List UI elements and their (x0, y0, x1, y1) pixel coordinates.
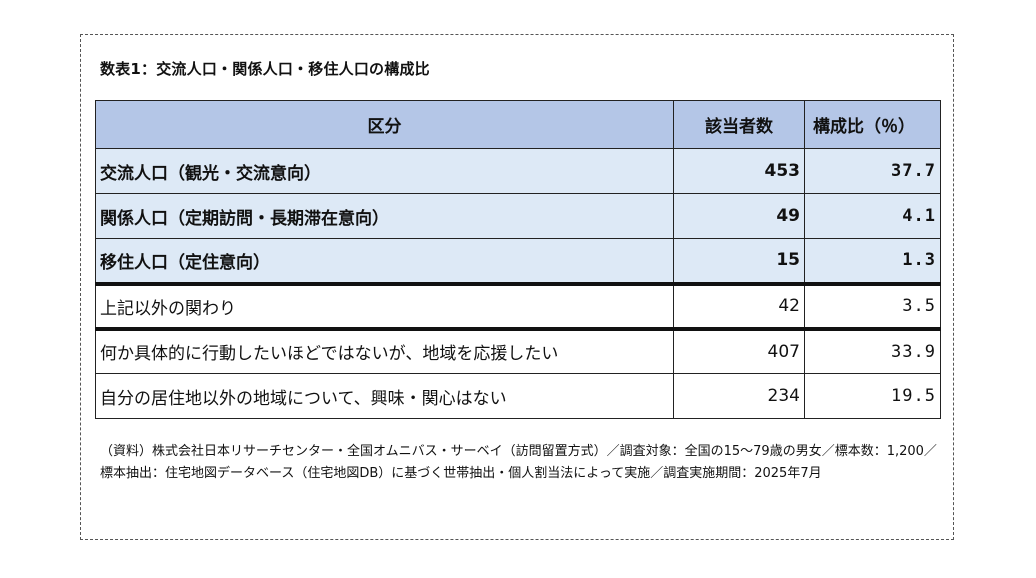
row-category: 移住人口（定住意向） (95, 238, 674, 284)
row-category: 何か具体的に行動したいほどではないが、地域を応援したい (95, 326, 674, 374)
row-ratio: 4.1 (804, 193, 941, 239)
row-count: 42 (673, 281, 805, 329)
data-table: 区分 該当者数 構成比（％） 交流人口（観光・交流意向） 453 37.7 関係… (95, 100, 941, 419)
row-category: 関係人口（定期訪問・長期滞在意向） (95, 193, 674, 239)
row-category: 交流人口（観光・交流意向） (95, 148, 674, 194)
row-ratio: 1.3 (804, 238, 941, 284)
table-row: 交流人口（観光・交流意向） 453 37.7 (95, 148, 941, 194)
table-row: 関係人口（定期訪問・長期滞在意向） 49 4.1 (95, 193, 941, 239)
row-ratio: 3.5 (804, 281, 941, 329)
row-count: 407 (673, 326, 805, 374)
header-count: 該当者数 (673, 100, 805, 149)
row-ratio: 33.9 (804, 326, 941, 374)
row-count: 234 (673, 373, 805, 419)
row-category: 自分の居住地以外の地域について、興味・関心はない (95, 373, 674, 419)
row-ratio: 37.7 (804, 148, 941, 194)
table-row: 何か具体的に行動したいほどではないが、地域を応援したい 407 33.9 (95, 326, 941, 374)
row-count: 453 (673, 148, 805, 194)
table-title: 数表1：交流人口・関係人口・移住人口の構成比 (100, 60, 430, 78)
table-row: 自分の居住地以外の地域について、興味・関心はない 234 19.5 (95, 373, 941, 419)
header-row: 区分 該当者数 構成比（％） (95, 100, 941, 149)
table-row: 移住人口（定住意向） 15 1.3 (95, 238, 941, 284)
row-category: 上記以外の関わり (95, 281, 674, 329)
header-ratio: 構成比（％） (804, 100, 941, 149)
row-ratio: 19.5 (804, 373, 941, 419)
table-row: 上記以外の関わり 42 3.5 (95, 281, 941, 329)
figure-frame (80, 34, 954, 540)
row-count: 15 (673, 238, 805, 284)
row-count: 49 (673, 193, 805, 239)
source-note: （資料）株式会社日本リサーチセンター・全国オムニバス・サーベイ（訪問留置方式）／… (100, 444, 937, 481)
header-category: 区分 (95, 100, 674, 149)
